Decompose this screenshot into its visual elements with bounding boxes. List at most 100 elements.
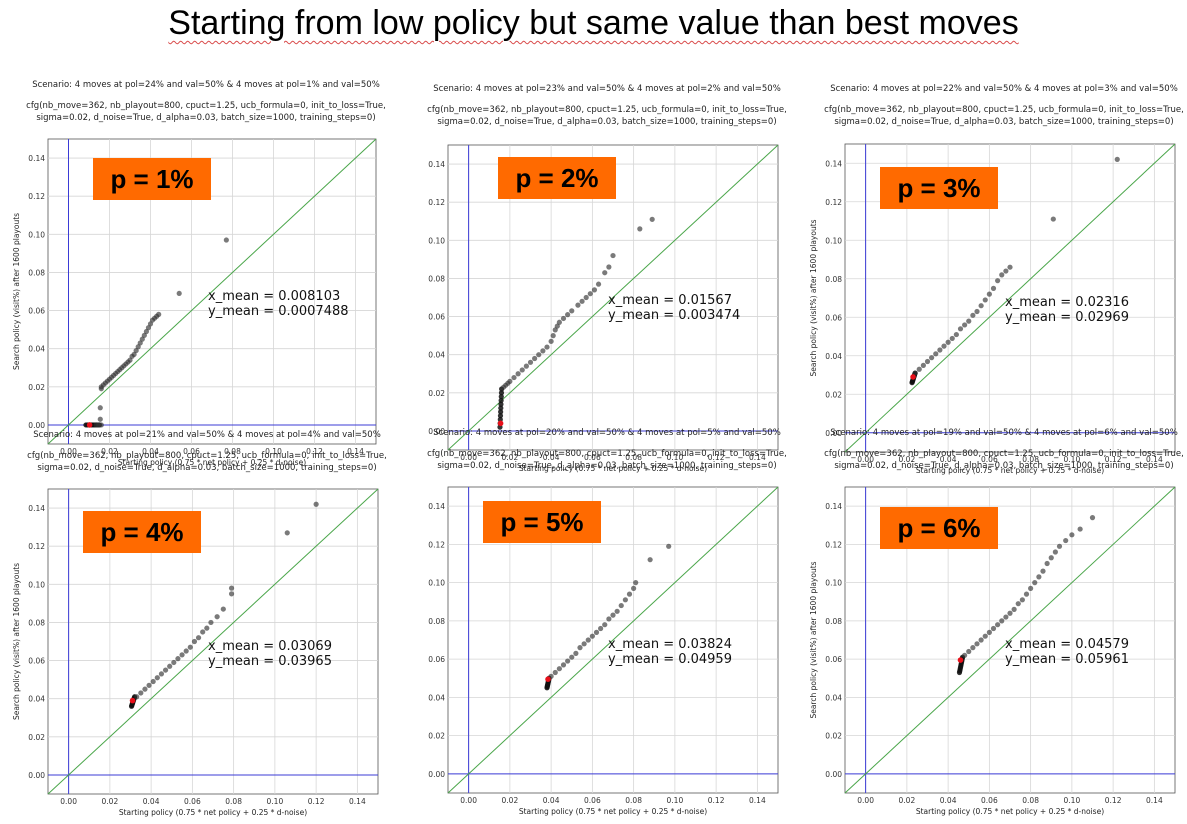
data-point (1056, 543, 1063, 549)
data-point (1044, 560, 1050, 567)
data-point (515, 371, 521, 377)
x-tick-label: 0.14 (749, 453, 766, 462)
data-point (511, 374, 517, 381)
data-point (920, 362, 926, 368)
mean-point (957, 657, 964, 663)
scatter-svg: Scenario: 4 moves at pol=22% and val=50%… (809, 84, 1184, 475)
y-tick-label: 0.14 (825, 159, 842, 168)
y-mean-text: y_mean = 0.02969 (1005, 310, 1129, 325)
x-tick-label: 0.08 (625, 453, 642, 462)
y-tick-label: 0.06 (28, 307, 45, 316)
y-tick-label: 0.04 (825, 352, 842, 361)
probability-badge (880, 507, 998, 549)
data-point (228, 585, 235, 591)
scatter-chart-4: Scenario: 4 moves at pol=21% and val=50%… (8, 426, 387, 824)
data-point (666, 543, 672, 549)
cluster-point (497, 413, 504, 419)
data-point (598, 625, 604, 632)
data-point (560, 315, 567, 322)
data-point (1048, 555, 1054, 561)
x-tick-label: 0.02 (502, 453, 519, 462)
data-point (982, 297, 988, 303)
y-mean-text: y_mean = 0.04959 (608, 652, 732, 667)
y-tick-label: 0.06 (428, 655, 445, 664)
x-tick-label: 0.04 (143, 797, 160, 806)
y-tick-label: 0.02 (28, 383, 45, 392)
y-tick-label: 0.10 (825, 579, 842, 588)
data-point (550, 333, 556, 339)
probability-badge (483, 501, 601, 543)
config-line-1: cfg(nb_move=362, nb_playout=800, cpuct=1… (27, 451, 387, 461)
scatter-svg: Scenario: 4 moves at pol=23% and val=50%… (427, 84, 787, 473)
data-point (999, 272, 1005, 278)
y-tick-label: 0.14 (428, 160, 445, 169)
mean-point (545, 676, 551, 683)
y-tick-label: 0.10 (28, 230, 45, 239)
data-point (924, 358, 931, 365)
mean-point (129, 697, 136, 704)
data-point (916, 366, 922, 372)
diagonal-line (447, 486, 779, 794)
data-point (536, 352, 542, 358)
diagonal-line (47, 138, 377, 445)
data-point (139, 336, 145, 342)
x-tick-label: 0.00 (60, 797, 77, 806)
data-point (999, 618, 1005, 624)
data-point (585, 637, 591, 643)
y-tick-label: 0.00 (28, 421, 45, 430)
data-point (569, 308, 575, 314)
x-tick-label: 0.08 (1022, 796, 1039, 805)
data-point (187, 644, 193, 650)
data-point (1003, 614, 1009, 620)
data-point (606, 264, 612, 270)
data-point (966, 318, 972, 324)
x-tick-label: 0.00 (60, 447, 77, 456)
data-point (183, 648, 189, 654)
data-point (1007, 264, 1013, 270)
y-tick-label: 0.02 (428, 389, 445, 398)
data-point (565, 658, 571, 664)
data-point (591, 287, 598, 293)
data-point (631, 585, 637, 591)
x-tick-label: 0.12 (308, 797, 325, 806)
x-tick-label: 0.02 (899, 455, 916, 464)
data-point (162, 667, 169, 673)
data-point (982, 633, 988, 639)
x-axis-label: Starting policy (0.75 * net policy + 0.2… (519, 807, 707, 816)
x-tick-label: 0.10 (267, 797, 284, 806)
data-point (540, 348, 546, 354)
data-point (552, 327, 558, 333)
config-line-1: cfg(nb_move=362, nb_playout=800, cpuct=1… (26, 101, 386, 111)
x-tick-label: 0.10 (667, 796, 684, 805)
x-tick-label: 0.12 (306, 447, 323, 456)
data-point (986, 291, 992, 297)
probability-badge-label: p = 2% (515, 163, 598, 193)
scatter-svg: Scenario: 4 moves at pol=19% and val=50%… (809, 428, 1184, 816)
data-point (131, 351, 137, 358)
x-mean-text: x_mean = 0.03824 (608, 637, 732, 652)
scenario-text: Scenario: 4 moves at pol=22% and val=50%… (830, 84, 1178, 94)
probability-badge (83, 511, 201, 553)
y-tick-label: 0.12 (428, 540, 445, 549)
data-point (957, 326, 964, 332)
data-point (633, 580, 639, 586)
data-point (618, 602, 624, 609)
config-line-1: cfg(nb_move=362, nb_playout=800, cpuct=1… (824, 449, 1184, 459)
x-tick-label: 0.08 (224, 447, 241, 456)
data-point (195, 635, 202, 641)
data-point (146, 682, 152, 688)
data-point (147, 321, 154, 327)
y-tick-label: 0.06 (825, 655, 842, 664)
x-tick-label: 0.02 (502, 796, 519, 805)
data-point (637, 226, 643, 232)
data-point (933, 351, 939, 357)
data-point (937, 347, 943, 353)
scenario-text: Scenario: 4 moves at pol=24% and val=50%… (32, 80, 380, 90)
data-point (1077, 526, 1083, 532)
x-tick-label: 0.02 (899, 796, 916, 805)
y-tick-label: 0.06 (28, 657, 45, 666)
data-point (527, 359, 534, 365)
data-point (556, 666, 562, 672)
scatter-chart-1: Scenario: 4 moves at pol=24% and val=50%… (8, 76, 386, 474)
x-tick-label: 0.12 (1105, 455, 1122, 464)
